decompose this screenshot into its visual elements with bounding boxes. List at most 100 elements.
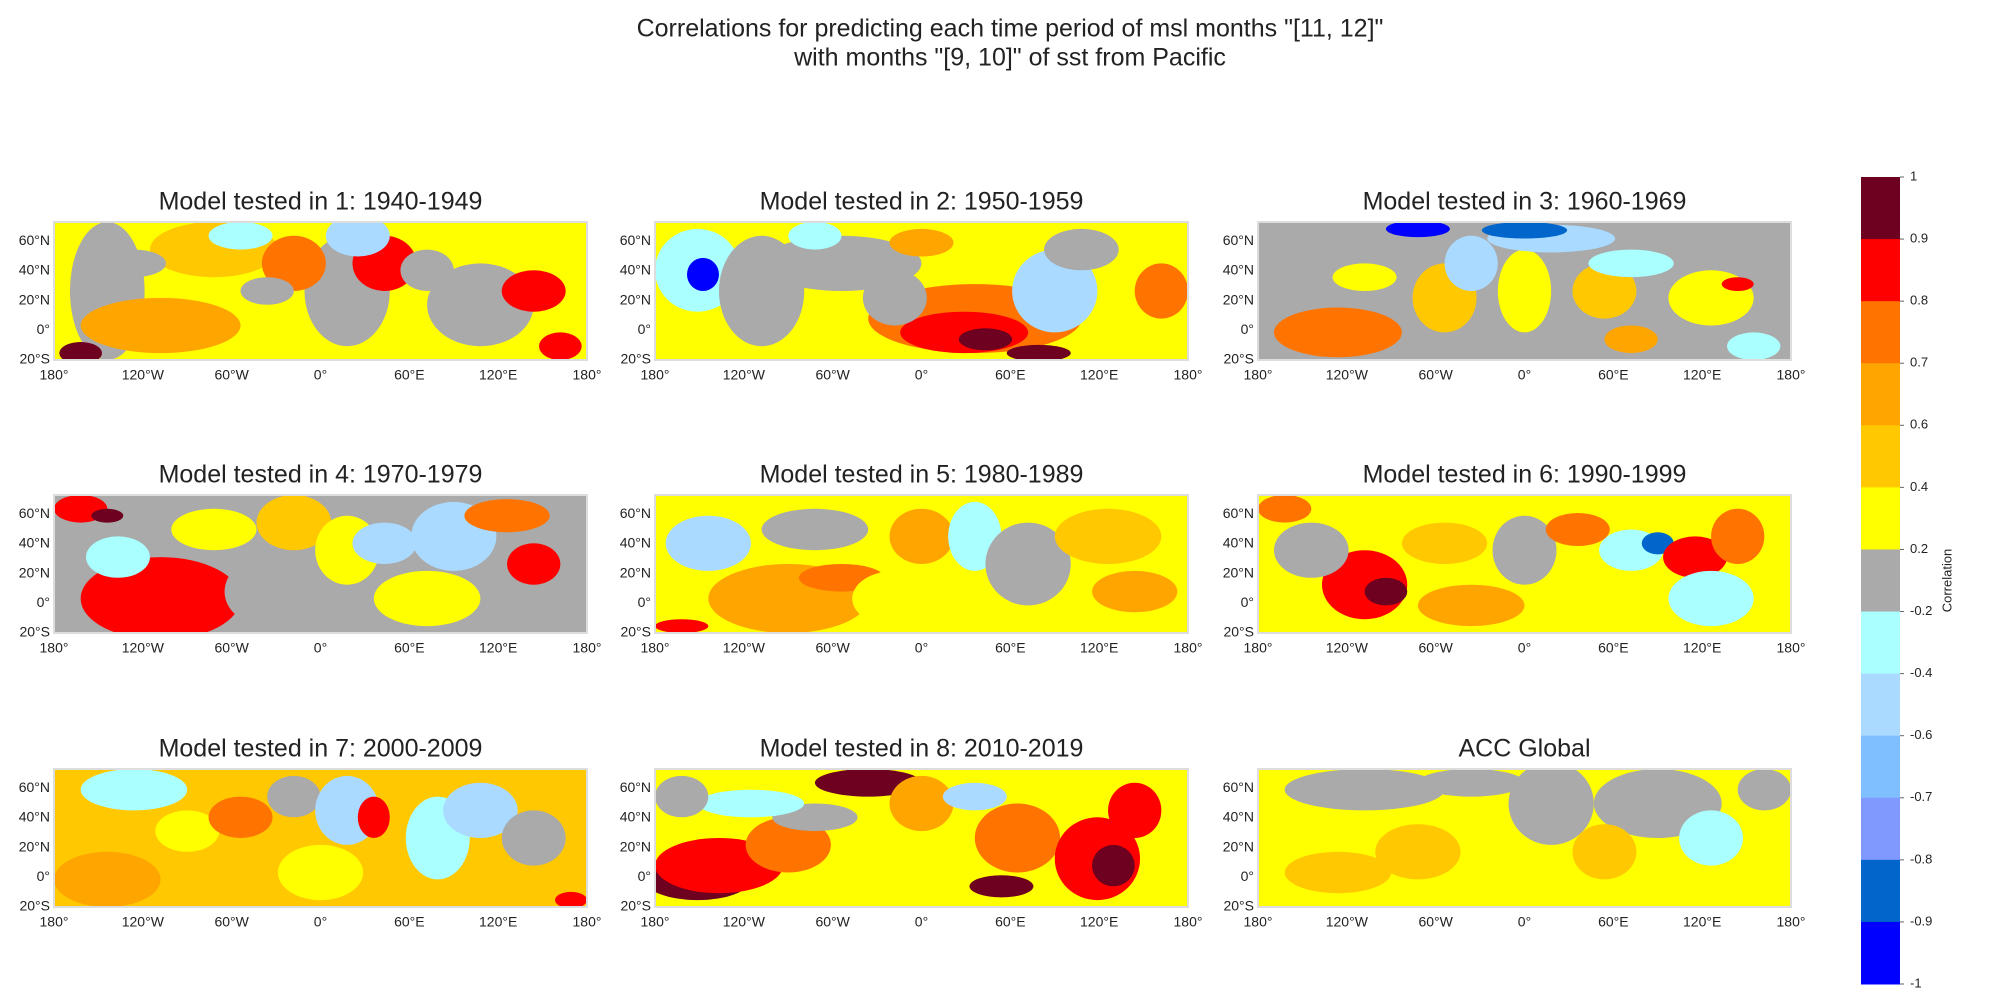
panel-title: Model tested in 2: 1950-1959	[760, 188, 1084, 216]
map-frame	[53, 768, 588, 908]
field-patch	[54, 851, 161, 907]
field-patch	[655, 775, 709, 818]
x-tick-label: 180°	[1244, 640, 1273, 656]
map-field	[1258, 769, 1791, 907]
field-patch	[1401, 522, 1488, 564]
x-tick-label: 180°	[40, 914, 69, 930]
panel-title: Model tested in 4: 1970-1979	[159, 461, 483, 489]
field-patch	[1284, 769, 1445, 811]
panel-title: Model tested in 5: 1980-1989	[760, 461, 1084, 489]
x-tick-label: 120°W	[122, 914, 165, 930]
y-tick-label: 60°N	[19, 232, 50, 248]
x-tick-label: 120°E	[1683, 367, 1721, 383]
x-tick-label: 60°E	[995, 914, 1026, 930]
colorbar-band	[1861, 859, 1900, 923]
y-tick-label: 20°N	[620, 564, 651, 580]
field-patch	[1497, 249, 1552, 333]
colorbar-band	[1861, 301, 1900, 364]
field-patch	[1375, 824, 1461, 880]
x-tick-label: 60°W	[214, 367, 249, 383]
y-tick-label: 20°N	[19, 564, 50, 580]
x-tick-label: 120°W	[1326, 914, 1369, 930]
x-tick-label: 60°W	[214, 914, 249, 930]
field-patch	[852, 570, 938, 627]
y-tick-label: 0°	[37, 594, 50, 610]
y-tick-label: 40°N	[19, 262, 50, 278]
map-field	[655, 222, 1188, 360]
colorbar-band	[1861, 735, 1900, 799]
field-patch	[889, 508, 954, 564]
x-tick-label: 60°E	[1598, 367, 1629, 383]
map-field	[54, 769, 587, 907]
map-frame	[53, 494, 588, 634]
colorbar-tick-label: -0.2	[1910, 603, 1932, 618]
field-patch	[1572, 824, 1637, 880]
field-patch	[1284, 851, 1392, 894]
field-patch	[261, 235, 326, 291]
x-tick-label: 0°	[314, 640, 327, 656]
colorbar-tick-label: -0.4	[1910, 665, 1932, 680]
x-tick-label: 180°	[641, 640, 670, 656]
x-tick-label: 180°	[1244, 914, 1273, 930]
x-tick-label: 120°W	[122, 640, 165, 656]
field-patch	[761, 508, 869, 551]
colorbar-band	[1861, 797, 1900, 861]
map-field	[655, 769, 1188, 907]
x-tick-label: 120°E	[479, 914, 517, 930]
field-patch	[91, 508, 124, 523]
field-patch	[1727, 332, 1781, 360]
map-frame	[654, 768, 1189, 908]
panel-title: Model tested in 6: 1990-1999	[1363, 461, 1687, 489]
map-field	[54, 222, 587, 360]
field-patch	[101, 249, 166, 278]
field-patch	[900, 311, 1029, 354]
field-patch	[1572, 263, 1637, 319]
field-patch	[1679, 810, 1744, 866]
y-tick-label: 40°N	[1223, 809, 1254, 825]
y-tick-label: 60°N	[1223, 779, 1254, 795]
y-tick-label: 60°N	[620, 505, 651, 521]
x-tick-label: 180°	[40, 640, 69, 656]
field-patch	[1721, 277, 1754, 291]
field-patch	[1012, 249, 1098, 333]
x-tick-label: 60°E	[394, 640, 425, 656]
panel-title: Model tested in 7: 2000-2009	[159, 735, 483, 763]
field-patch	[1006, 344, 1071, 360]
field-patch	[889, 775, 954, 832]
field-patch	[155, 810, 220, 852]
map-frame	[1257, 221, 1792, 361]
colorbar-tick-label: 0.6	[1910, 417, 1928, 432]
colorbar-band	[1861, 673, 1900, 737]
x-tick-label: 120°E	[1080, 914, 1118, 930]
colorbar-tick-label: 0.4	[1910, 479, 1928, 494]
field-patch	[1545, 512, 1610, 547]
x-tick-label: 0°	[915, 640, 928, 656]
x-tick-label: 60°E	[1598, 640, 1629, 656]
x-tick-label: 180°	[573, 640, 602, 656]
field-patch	[1481, 222, 1568, 239]
y-tick-label: 20°S	[620, 351, 651, 367]
y-tick-label: 60°N	[19, 505, 50, 521]
field-patch	[443, 782, 518, 839]
field-patch	[325, 222, 390, 257]
field-patch	[507, 543, 561, 585]
y-tick-label: 40°N	[19, 809, 50, 825]
field-patch	[240, 277, 294, 305]
y-tick-label: 20°N	[620, 291, 651, 307]
field-patch	[697, 789, 805, 818]
x-tick-label: 180°	[573, 914, 602, 930]
field-patch	[1508, 769, 1594, 845]
y-tick-label: 20°N	[620, 838, 651, 854]
y-tick-label: 20°S	[19, 898, 50, 914]
x-tick-label: 180°	[1777, 914, 1806, 930]
field-patch	[985, 522, 1071, 606]
field-patch	[1604, 325, 1658, 354]
field-patch	[1737, 769, 1791, 811]
x-tick-label: 120°E	[479, 640, 517, 656]
x-tick-label: 60°W	[815, 914, 850, 930]
x-tick-label: 0°	[314, 367, 327, 383]
field-patch	[267, 775, 321, 818]
field-patch	[256, 495, 332, 551]
y-tick-label: 0°	[638, 868, 651, 884]
